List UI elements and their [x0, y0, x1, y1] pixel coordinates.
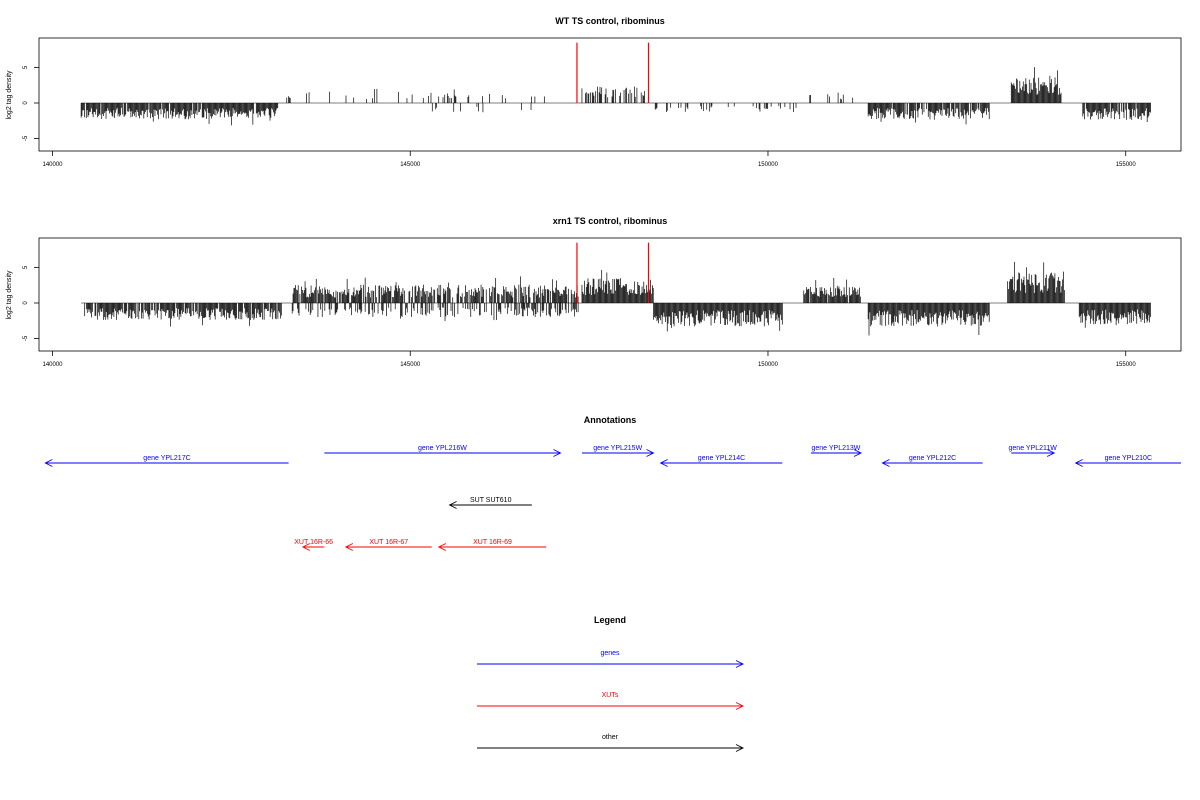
xrn1-track-plot-frame	[38, 237, 1182, 352]
feature-arrow-head	[1074, 459, 1083, 467]
feature-arrow-head	[344, 543, 354, 551]
xrn1-track-ylabel: log2 tag density	[6, 270, 13, 320]
feature-arrow-head	[44, 459, 53, 467]
legend-arrow-head	[735, 660, 745, 668]
legend-entries: genes XUTs other	[477, 650, 745, 752]
annotation-feature: gene YPL210C	[1074, 455, 1181, 467]
feature-label: gene YPL215W	[593, 445, 642, 452]
x-tick-label: 155000	[1116, 362, 1137, 368]
y-tick-label: 5	[23, 265, 29, 269]
feature-label: gene YPL213W	[811, 445, 860, 452]
xrn1-track-bars	[81, 261, 1151, 336]
feature-label: gene YPL217C	[143, 455, 190, 462]
annotation-feature: XUT 16R-67	[344, 539, 432, 551]
feature-label: SUT SUT610	[470, 497, 512, 504]
feature-label: gene YPL212C	[909, 455, 956, 462]
annotation-feature: gene YPL215W	[581, 445, 655, 457]
xrn1-track-panel: xrn1 TS control, ribominus log2 tag dens…	[6, 216, 1182, 368]
xrn1-track-y-axis: -5 0 5	[23, 265, 39, 341]
legend-panel: Legend genes XUTs other	[477, 615, 745, 752]
legend-label: XUTs	[602, 692, 619, 699]
wt-track-bars	[80, 67, 1151, 126]
x-tick-label: 140000	[42, 362, 63, 368]
x-tick-label: 150000	[758, 362, 779, 368]
y-tick-label: -5	[23, 135, 29, 141]
y-tick-label: 0	[23, 101, 29, 105]
feature-label: XUT 16R-66	[294, 539, 333, 546]
xrn1-track-x-axis: 140000 145000 150000 155000	[42, 351, 1136, 368]
y-tick-label: 5	[23, 65, 29, 69]
feature-arrow-head	[881, 459, 890, 467]
annotation-feature: XUT 16R-69	[437, 539, 547, 551]
feature-label: XUT 16R-67	[369, 539, 408, 546]
wt-track-plot-frame	[38, 37, 1182, 152]
annotation-feature: gene YPL214C	[659, 455, 783, 467]
x-tick-label: 145000	[400, 162, 421, 168]
wt-track-y-axis: -5 0 5	[23, 65, 39, 141]
wt-track-panel: WT TS control, ribominus log2 tag densit…	[6, 16, 1182, 168]
x-tick-label: 150000	[758, 162, 779, 168]
wt-track-title: WT TS control, ribominus	[555, 16, 665, 26]
legend-title: Legend	[594, 615, 626, 625]
legend-entry: genes	[477, 650, 745, 668]
legend-arrow-head	[735, 702, 745, 710]
annotation-feature: gene YPL211W	[1009, 445, 1058, 457]
annotation-feature: XUT 16R-66	[294, 539, 333, 551]
annotation-feature: gene YPL217C	[44, 455, 289, 467]
feature-arrow-head	[1046, 449, 1056, 457]
feature-arrow-head	[553, 449, 562, 457]
feature-arrow-head	[646, 449, 655, 457]
y-tick-label: -5	[23, 335, 29, 341]
wt-track-x-axis: 140000 145000 150000 155000	[42, 151, 1136, 168]
feature-arrow-head	[437, 543, 447, 551]
feature-arrow-head	[301, 543, 311, 551]
legend-entry: XUTs	[477, 692, 745, 710]
x-tick-label: 140000	[42, 162, 63, 168]
feature-arrow-head	[659, 459, 668, 467]
feature-arrow-head	[853, 449, 863, 457]
feature-label: gene YPL216W	[418, 445, 467, 452]
x-tick-label: 145000	[400, 362, 421, 368]
feature-label: gene YPL214C	[698, 455, 745, 462]
xrn1-track-markers	[576, 242, 650, 303]
annotations-title: Annotations	[584, 415, 637, 425]
legend-label: genes	[600, 650, 620, 657]
xrn1-track-title: xrn1 TS control, ribominus	[553, 216, 668, 226]
legend-label: other	[602, 734, 619, 741]
feature-label: gene YPL211W	[1009, 445, 1058, 452]
legend-entry: other	[477, 734, 745, 752]
legend-arrow-head	[735, 744, 745, 752]
feature-label: gene YPL210C	[1105, 455, 1152, 462]
feature-label: XUT 16R-69	[473, 539, 512, 546]
annotation-feature: SUT SUT610	[448, 497, 532, 509]
annotation-feature: gene YPL212C	[881, 455, 983, 467]
annotation-feature: gene YPL213W	[810, 445, 863, 457]
annotation-feature: gene YPL216W	[324, 445, 562, 457]
annotation-features: gene YPL217C gene YPL216W gene YPL215W gene…	[44, 445, 1181, 551]
feature-arrow-head	[448, 501, 457, 509]
wt-track-markers	[576, 42, 650, 103]
y-tick-label: 0	[23, 301, 29, 305]
wt-track-ylabel: log2 tag density	[6, 70, 13, 120]
x-tick-label: 155000	[1116, 162, 1137, 168]
